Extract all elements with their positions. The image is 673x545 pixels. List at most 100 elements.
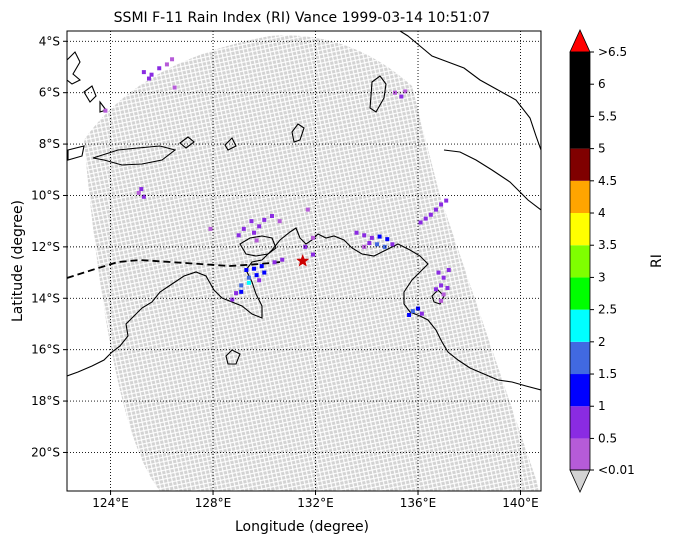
- colorbar-segment: [570, 341, 590, 375]
- rain-pixel: [439, 202, 444, 207]
- colorbar-segment: [570, 52, 590, 149]
- rain-pixel: [303, 244, 308, 249]
- x-tick-label: 132°E: [297, 496, 334, 510]
- rain-pixel: [157, 66, 162, 71]
- rain-pixel: [141, 194, 146, 199]
- colorbar-segment: [570, 245, 590, 278]
- rain-pixel: [310, 252, 315, 257]
- rain-pixel: [239, 283, 244, 288]
- y-tick-label: 4°S: [39, 34, 60, 48]
- rain-pixel: [419, 311, 424, 316]
- rain-pixel: [310, 235, 315, 240]
- coastline-aru-island: [369, 75, 387, 113]
- x-tick-label: 128°E: [195, 496, 232, 510]
- rain-pixel: [385, 237, 390, 242]
- rain-pixel: [369, 235, 374, 240]
- rain-pixel: [234, 291, 239, 296]
- storm-center-marker: [296, 254, 310, 267]
- coastline-western-islands: [67, 51, 107, 113]
- colorbar-tick-label: 3: [598, 270, 606, 284]
- colorbar-tick-label: 1: [598, 399, 606, 413]
- rain-pixel: [164, 62, 169, 67]
- rain-pixel: [246, 275, 251, 280]
- rain-pixel: [416, 306, 421, 311]
- y-tick-label: 8°S: [39, 137, 60, 151]
- colorbar-tick-label: 5: [598, 142, 606, 156]
- colorbar-tick-label: <0.01: [598, 463, 635, 477]
- rain-pixel: [230, 297, 235, 302]
- colorbar-segment: [570, 406, 590, 439]
- rain-pixel: [262, 270, 267, 275]
- rain-pixel: [362, 233, 367, 238]
- rain-pixel: [382, 244, 387, 249]
- colorbar-label: RI: [649, 254, 665, 268]
- rain-pixel: [246, 280, 251, 285]
- coastline-new-guinea-south: [443, 149, 541, 211]
- latitude-ticks: 4°S 6°S 8°S 10°S 12°S 14°S 16°S 18°S 20°S: [31, 34, 67, 459]
- colorbar-segment: [570, 277, 590, 310]
- colorbar-segment: [570, 180, 590, 214]
- rain-pixel: [241, 226, 246, 231]
- colorbar-tick-label: 2: [598, 335, 606, 349]
- coastline-new-guinea: [398, 31, 541, 151]
- rain-pixel: [239, 289, 244, 294]
- graticule: [67, 31, 541, 491]
- coastline-timor: [92, 145, 177, 166]
- coastline-melville-island: [239, 235, 277, 257]
- rain-pixel: [280, 257, 285, 262]
- colorbar-over-arrow: [569, 29, 591, 53]
- rain-pixel: [441, 275, 446, 280]
- y-tick-label: 14°S: [31, 291, 60, 305]
- rain-pixel: [441, 292, 446, 297]
- rain-pixel: [410, 309, 415, 314]
- storm-center-star: [296, 254, 310, 267]
- colorbar: <0.01 0.5 1 1.5 2 2.5 3 3.5 4 4.5 5 5.5 6 >6.5: [569, 29, 635, 493]
- rain-pixel: [244, 267, 249, 272]
- rain-pixel: [257, 224, 262, 229]
- rain-pixel: [390, 242, 395, 247]
- rain-pixel: [269, 214, 274, 219]
- coastline-small-islands: [67, 136, 237, 161]
- x-tick-label: 136°E: [400, 496, 437, 510]
- rain-pixel: [433, 287, 438, 292]
- map-panel: 124°E 128°E 132°E 136°E 140°E 4°S 6°S 8°S 10°S 1…: [31, 30, 542, 510]
- rain-pixel: [439, 298, 444, 303]
- rain-pixel: [252, 230, 257, 235]
- rain-pixel: [367, 241, 372, 246]
- rain-pixel: [136, 190, 141, 195]
- rain-pixel: [399, 94, 404, 99]
- y-tick-label: 12°S: [31, 240, 60, 254]
- y-tick-label: 6°S: [39, 86, 60, 100]
- y-tick-label: 20°S: [31, 445, 60, 459]
- rain-pixel: [103, 108, 108, 113]
- rain-pixel: [252, 266, 257, 271]
- y-tick-label: 16°S: [31, 343, 60, 357]
- colorbar-segment: [570, 213, 590, 246]
- rain-pixel: [208, 226, 213, 231]
- satellite-swath: [84, 35, 540, 491]
- rain-pixel: [170, 57, 175, 62]
- rain-pixel: [418, 220, 423, 225]
- y-axis-label: Latitude (degree): [10, 200, 26, 322]
- rain-pixel: [439, 283, 444, 288]
- colorbar-segment: [570, 148, 590, 181]
- state-border-line: [67, 259, 281, 279]
- coastline-inland-lake: [225, 349, 241, 365]
- rain-pixel: [272, 260, 277, 265]
- rain-pixel: [139, 187, 144, 192]
- coastline-small-island-mid: [291, 123, 305, 143]
- colorbar-frame: [569, 51, 591, 471]
- colorbar-tick-label: 0.5: [598, 431, 617, 445]
- rain-pixel: [146, 76, 151, 81]
- rain-pixel: [445, 285, 450, 290]
- colorbar-tick-label: 3.5: [598, 238, 617, 252]
- y-tick-label: 10°S: [31, 188, 60, 202]
- rain-pixel: [141, 70, 146, 75]
- colorbar-under-arrow: [569, 469, 591, 493]
- rain-pixel: [423, 216, 428, 221]
- longitude-ticks: 124°E 128°E 132°E 136°E 140°E: [92, 491, 539, 510]
- rain-pixel: [172, 85, 177, 90]
- rain-pixel: [433, 207, 438, 212]
- figure-title: SSMI F-11 Rain Index (RI) Vance 1999-03-…: [114, 10, 491, 26]
- rain-pixel: [277, 219, 282, 224]
